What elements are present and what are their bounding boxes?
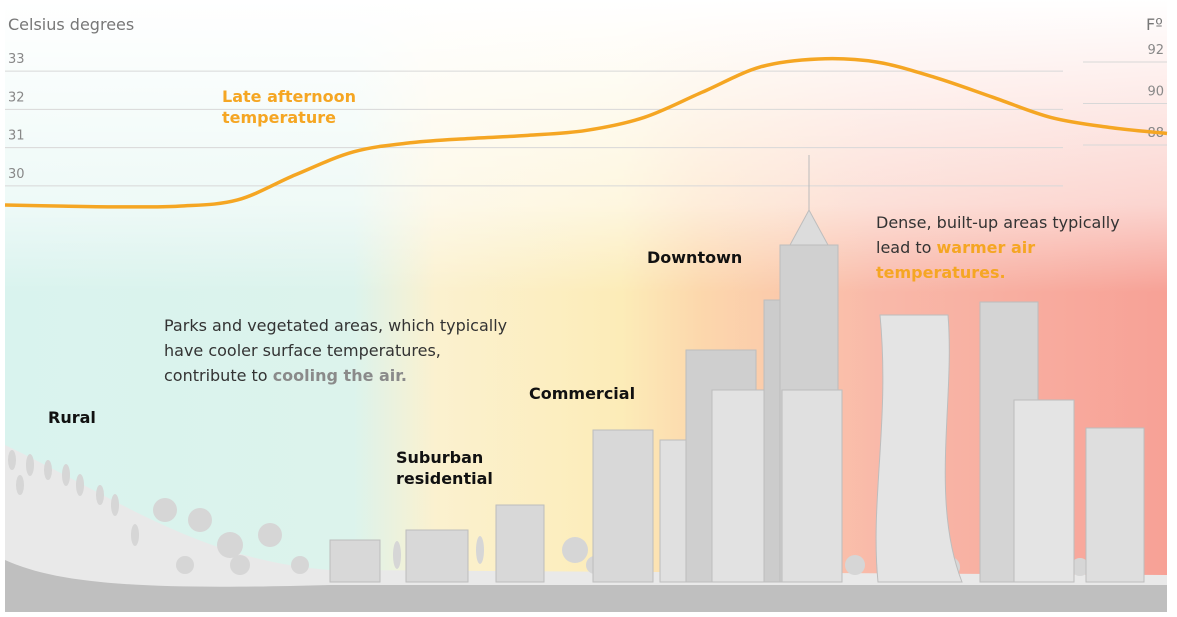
y2-tick-label: 92 <box>1147 43 1164 58</box>
y-tick-label: 31 <box>8 129 25 144</box>
y-tick-label: 32 <box>8 90 25 105</box>
annotation-emphasis: warmer air <box>936 238 1036 257</box>
building <box>781 389 843 583</box>
temperature-line <box>4 56 1168 209</box>
annotation-emphasis: temperatures. <box>876 263 1006 282</box>
zone-label: Rural <box>48 408 96 427</box>
house <box>405 529 469 583</box>
y2-axis-label: Fº <box>1146 15 1163 34</box>
y-axis-label: Celsius degrees <box>8 15 135 34</box>
annotation-text: lead to <box>876 238 932 257</box>
city-illustration <box>5 155 1167 612</box>
twisted-tower <box>875 314 963 583</box>
building <box>592 429 654 583</box>
annotation-text: contribute to <box>164 366 268 385</box>
zone-label: Suburban residential <box>396 448 493 488</box>
zone-label: Downtown <box>647 248 743 267</box>
tower-top <box>789 208 829 246</box>
house <box>329 539 381 583</box>
annotation-text: have cooler surface temperatures, <box>164 341 441 360</box>
building <box>1013 399 1075 583</box>
zone-label: Commercial <box>529 384 636 403</box>
y-tick-label: 33 <box>8 52 25 67</box>
building <box>1085 427 1145 583</box>
building <box>711 389 771 583</box>
annotation-text: Dense, built-up areas typically <box>876 213 1120 232</box>
house <box>495 504 545 583</box>
y2-tick-label: 90 <box>1147 84 1164 99</box>
annotation-text: Parks and vegetated areas, which typical… <box>164 316 508 335</box>
series-label: Late afternoon temperature <box>222 87 356 127</box>
ground <box>5 560 1167 612</box>
annotation: Dense, built-up areas typically lead to … <box>876 210 1120 285</box>
zone-fade <box>5 0 1167 585</box>
y-tick-label: 30 <box>8 167 25 182</box>
annotation: Parks and vegetated areas, which typical… <box>164 313 507 388</box>
annotation-emphasis: cooling the air. <box>272 366 407 385</box>
